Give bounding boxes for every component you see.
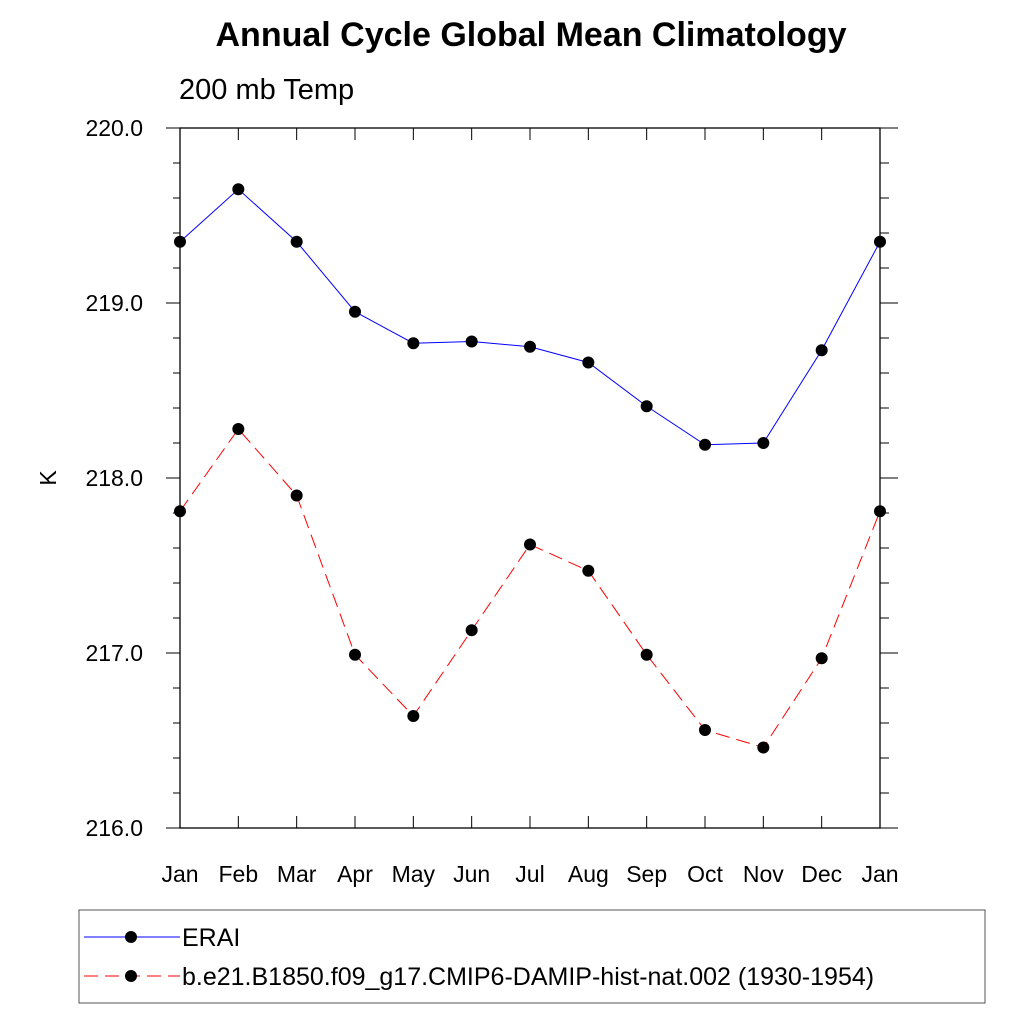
data-point (349, 648, 361, 661)
x-tick-label: Oct (687, 861, 723, 887)
data-point (407, 337, 420, 350)
data-point (524, 340, 536, 353)
data-point (640, 400, 653, 413)
data-point (174, 505, 186, 518)
y-tick-label: 219.0 (85, 290, 143, 316)
data-point (757, 437, 770, 449)
data-point (290, 235, 303, 248)
y-tick-label: 217.0 (85, 640, 143, 666)
data-point (699, 724, 711, 736)
data-point (640, 648, 653, 661)
legend-marker (125, 970, 137, 982)
data-point (815, 652, 828, 665)
x-tick-label: Jul (515, 861, 544, 887)
x-tick-label: Jan (161, 861, 198, 887)
data-point (290, 489, 303, 502)
data-point (874, 235, 886, 248)
legend-label: ERAI (182, 924, 240, 952)
data-point (407, 710, 420, 722)
data-point (757, 741, 770, 754)
data-point (232, 183, 245, 196)
data-point (582, 356, 595, 369)
x-tick-label: Jan (861, 861, 898, 887)
x-tick-label: Apr (337, 861, 373, 887)
chart-subtitle: 200 mb Temp (179, 74, 354, 106)
x-tick-label: Feb (219, 861, 259, 887)
chart-title: Annual Cycle Global Mean Climatology (216, 16, 847, 54)
legend-label: b.e21.B1850.f09_g17.CMIP6-DAMIP-hist-nat… (182, 963, 874, 991)
series-line-cmip6-damip (179, 428, 881, 749)
legend-marker (125, 931, 137, 943)
data-point (465, 624, 478, 637)
data-point (699, 438, 711, 451)
data-point (815, 344, 828, 357)
x-tick-label: Aug (568, 861, 609, 887)
y-axis-label: K (35, 470, 61, 486)
x-tick-label: Mar (277, 861, 317, 887)
legend-box (78, 909, 986, 1004)
data-point (465, 335, 478, 348)
data-point (524, 538, 536, 551)
y-tick-label: 216.0 (85, 815, 143, 841)
data-point (582, 564, 595, 577)
y-tick-label: 218.0 (85, 465, 143, 491)
data-point (349, 305, 361, 318)
data-point (174, 235, 186, 248)
x-tick-label: Dec (801, 861, 842, 887)
plot-frame (179, 127, 881, 829)
series-line-erai (179, 188, 881, 446)
data-point (874, 505, 886, 518)
x-tick-label: Nov (743, 861, 784, 887)
y-tick-label: 220.0 (85, 115, 143, 141)
x-tick-label: Sep (626, 861, 667, 887)
data-point (232, 423, 245, 435)
x-tick-label: May (392, 861, 436, 887)
x-tick-label: Jun (453, 861, 490, 887)
